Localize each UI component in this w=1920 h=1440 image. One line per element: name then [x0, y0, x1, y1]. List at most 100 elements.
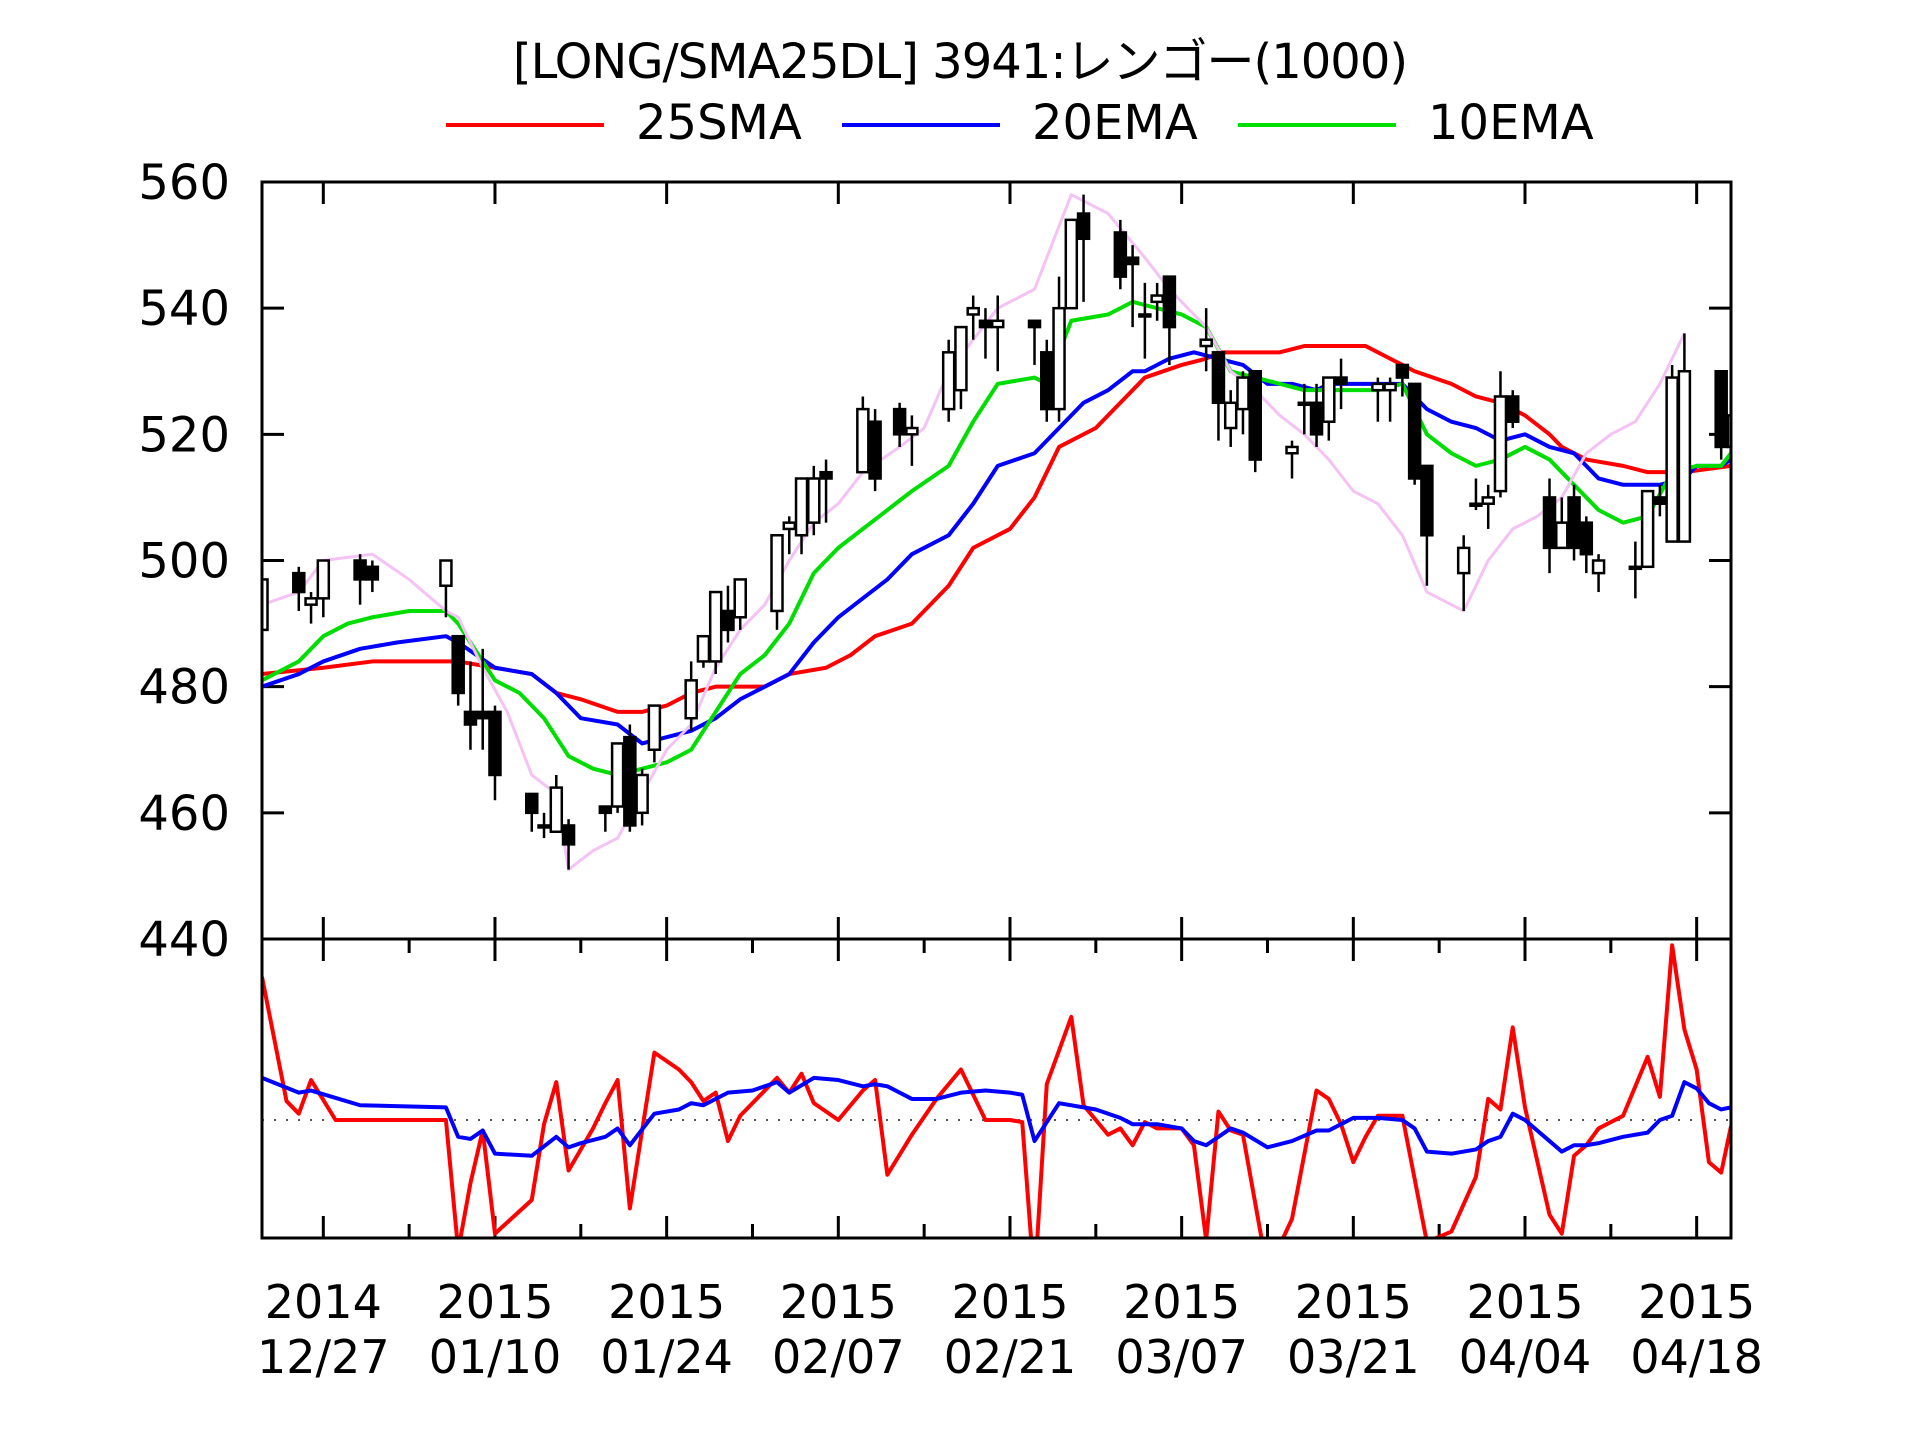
- candle-down: [1334, 376, 1348, 386]
- candle-up: [941, 351, 956, 411]
- candle-up: [1138, 313, 1152, 318]
- candle-down: [868, 420, 882, 480]
- candle-up: [1064, 218, 1079, 310]
- candle-up: [1469, 502, 1483, 507]
- x-tick-year: 2015: [1295, 1275, 1412, 1329]
- candle-up: [1052, 306, 1066, 411]
- candle-down: [1653, 496, 1667, 505]
- candle-down: [819, 470, 833, 480]
- oscillator-panel: [262, 943, 1731, 1238]
- candle-up: [905, 426, 919, 436]
- candle-up: [782, 521, 797, 531]
- candle-down: [1125, 256, 1140, 266]
- x-tick-year: 2015: [436, 1275, 553, 1329]
- candle-up: [1481, 496, 1495, 505]
- x-tick-date: 03/07: [1115, 1330, 1248, 1384]
- candle-up: [316, 559, 331, 600]
- candle-up: [1628, 565, 1643, 571]
- candle-down: [1579, 521, 1594, 556]
- candle-down: [1542, 496, 1557, 550]
- candle-down: [451, 634, 465, 695]
- candle-down: [463, 710, 478, 726]
- candle-up: [647, 704, 662, 752]
- candle-up: [856, 407, 870, 474]
- legend: 25SMA 20EMA 10EMA: [0, 95, 1920, 155]
- x-tick-year: 2015: [608, 1275, 725, 1329]
- x-tick-date: 02/21: [944, 1330, 1077, 1384]
- x-tick-year: 2015: [951, 1275, 1068, 1329]
- candle-down: [1076, 212, 1091, 241]
- candle-up: [1555, 521, 1569, 550]
- candle-down: [1040, 351, 1054, 411]
- candle-down: [353, 559, 367, 581]
- candle-down: [561, 824, 576, 846]
- candle-up: [537, 824, 551, 829]
- candle-up: [1591, 559, 1606, 575]
- candle-up: [549, 786, 564, 834]
- x-tick-date: 03/21: [1287, 1330, 1420, 1384]
- candle-up: [304, 597, 318, 606]
- y-tick-label: 480: [138, 660, 230, 716]
- candle-up: [1285, 445, 1299, 455]
- candle-down: [1567, 496, 1581, 550]
- x-tick-date: 04/04: [1459, 1330, 1592, 1384]
- line-10ema: [262, 299, 1731, 777]
- candle-up: [262, 578, 269, 632]
- candle-up: [954, 325, 968, 392]
- candle-up: [1199, 338, 1213, 348]
- candle-up: [684, 679, 698, 720]
- candle-up: [1677, 370, 1692, 543]
- candle-down: [1395, 363, 1410, 379]
- x-tick-date: 12/27: [257, 1330, 390, 1384]
- candle-down: [1309, 401, 1324, 436]
- x-tick-date: 04/18: [1630, 1330, 1763, 1384]
- candle-down: [623, 735, 637, 827]
- candle-down: [475, 710, 490, 720]
- y-tick-label: 520: [138, 407, 230, 463]
- x-tick-date: 01/24: [600, 1330, 733, 1384]
- chart-title: [LONG/SMA25DL] 3941:レンゴー(1000): [512, 34, 1408, 90]
- candle-up: [966, 306, 980, 316]
- candlesticks: [262, 194, 1731, 870]
- x-tick-date: 02/07: [772, 1330, 905, 1384]
- y-tick-label: 540: [138, 281, 230, 337]
- candle-down: [721, 609, 735, 632]
- candle-up: [733, 578, 747, 619]
- candle-down: [978, 319, 993, 329]
- candle-down: [1248, 370, 1262, 461]
- y-tick-label: 440: [138, 912, 230, 968]
- candle-up: [1150, 294, 1164, 304]
- candle-up: [1640, 489, 1655, 569]
- legend-label: 25SMA: [636, 95, 802, 151]
- candle-up: [610, 742, 625, 808]
- candle-down: [1027, 319, 1042, 329]
- candle-up: [708, 590, 723, 663]
- candle-up: [1236, 376, 1250, 411]
- candle-up: [1665, 376, 1679, 543]
- x-tick-date: 01/10: [429, 1330, 562, 1384]
- candle-up: [1322, 376, 1336, 423]
- y-axis: 440 460 480 500 520 540 560: [138, 155, 1731, 968]
- candle-up: [1297, 401, 1312, 407]
- candle-up: [635, 773, 649, 815]
- candle-up: [439, 559, 453, 587]
- candle-down: [1113, 231, 1128, 278]
- x-tick-year: 2015: [1638, 1275, 1755, 1329]
- candle-down: [525, 792, 539, 815]
- candle-up: [807, 477, 821, 524]
- candle-up: [1726, 414, 1731, 449]
- candle-down: [488, 710, 502, 777]
- x-tick-year: 2015: [780, 1275, 897, 1329]
- candle-down: [1420, 464, 1434, 537]
- candle-up: [1223, 401, 1238, 430]
- y-tick-label: 460: [138, 786, 230, 842]
- candle-down: [1211, 351, 1226, 405]
- candle-up: [990, 319, 1005, 329]
- legend-label: 10EMA: [1428, 95, 1594, 151]
- legend-swatch-red: [446, 123, 604, 127]
- candle-down: [1162, 275, 1177, 329]
- candle-up: [770, 534, 784, 613]
- candle-up: [1371, 382, 1385, 392]
- x-tick-year: 2015: [1466, 1275, 1583, 1329]
